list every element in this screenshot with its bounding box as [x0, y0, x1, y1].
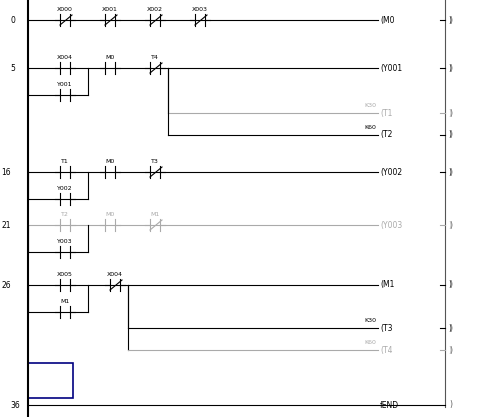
Text: (Y001: (Y001: [380, 63, 402, 73]
Text: (T1: (T1: [380, 108, 392, 118]
Text: (M0: (M0: [380, 15, 395, 25]
Text: ): ): [448, 221, 451, 229]
Text: (Y002: (Y002: [380, 168, 402, 176]
Bar: [28, 363, 73, 398]
Text: T2: T2: [61, 212, 69, 217]
Text: ): ): [449, 281, 452, 289]
Text: ): ): [449, 324, 452, 332]
Text: ): ): [449, 108, 452, 118]
Text: M1: M1: [150, 212, 160, 217]
Text: ): ): [449, 221, 452, 229]
Text: (M1: (M1: [380, 281, 395, 289]
Text: X000: X000: [57, 7, 73, 12]
Text: X004: X004: [107, 272, 123, 277]
Text: X001: X001: [102, 7, 118, 12]
Text: K60: K60: [364, 125, 376, 130]
Text: ): ): [448, 324, 451, 332]
Text: X005: X005: [57, 272, 73, 277]
Text: ): ): [449, 63, 452, 73]
Text: M1: M1: [60, 299, 70, 304]
Text: 16: 16: [1, 168, 11, 176]
Text: X003: X003: [192, 7, 208, 12]
Text: X002: X002: [147, 7, 163, 12]
Text: ): ): [448, 281, 451, 289]
Text: (Y003: (Y003: [380, 221, 402, 229]
Text: Y002: Y002: [57, 186, 73, 191]
Text: (T4: (T4: [380, 346, 393, 354]
Text: K60: K60: [364, 339, 376, 344]
Text: 5: 5: [10, 63, 15, 73]
Text: T3: T3: [151, 159, 159, 164]
Text: M0: M0: [106, 55, 115, 60]
Text: ): ): [449, 131, 452, 140]
Text: ): ): [449, 168, 452, 176]
Text: K30: K30: [364, 103, 376, 108]
Text: 26: 26: [1, 281, 11, 289]
Text: T4: T4: [151, 55, 159, 60]
Text: 0: 0: [10, 15, 15, 25]
Text: ): ): [448, 346, 451, 354]
Text: ): ): [449, 346, 452, 354]
Text: ): ): [448, 131, 451, 140]
Text: 21: 21: [1, 221, 11, 229]
Text: ): ): [449, 15, 452, 25]
Text: fEND: fEND: [380, 400, 399, 409]
Text: Y001: Y001: [57, 82, 73, 87]
Text: Y003: Y003: [57, 239, 73, 244]
Text: 36: 36: [10, 400, 20, 409]
Text: ): ): [448, 168, 451, 176]
Text: (T3: (T3: [380, 324, 393, 332]
Text: T1: T1: [61, 159, 69, 164]
Text: ): ): [449, 400, 452, 409]
Text: ): ): [448, 108, 451, 118]
Text: ): ): [448, 63, 451, 73]
Text: M0: M0: [106, 212, 115, 217]
Text: X004: X004: [57, 55, 73, 60]
Text: K30: K30: [364, 317, 376, 322]
Text: M0: M0: [106, 159, 115, 164]
Text: ): ): [448, 15, 451, 25]
Text: (T2: (T2: [380, 131, 392, 140]
